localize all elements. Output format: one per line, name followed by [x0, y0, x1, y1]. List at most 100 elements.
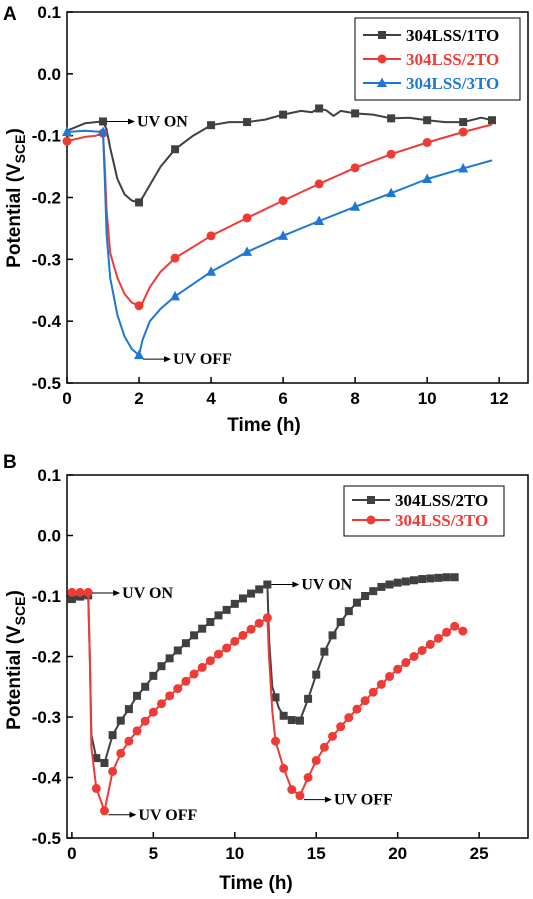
data-point [417, 645, 427, 655]
y-tick-label: -0.2 [32, 648, 61, 667]
y-tick-label: -0.1 [32, 587, 61, 606]
legend-entry-label: 304LSS/1TO [406, 26, 499, 45]
data-point [124, 736, 134, 746]
data-point [425, 639, 435, 649]
x-axis-label-b: Time (h) [219, 873, 293, 894]
annotation-label: UV OFF [173, 351, 232, 368]
data-point [198, 624, 207, 633]
data-point [108, 766, 118, 776]
data-point [230, 636, 240, 646]
data-point [328, 731, 338, 741]
data-point [442, 627, 452, 637]
data-point [422, 137, 432, 147]
data-point [458, 626, 468, 636]
annotation-arrowhead [324, 796, 332, 803]
chart-panel-a: A 0 2 4 6 8 10 12 0.1 0.0 -0.1 -0.2 -0.3 -0.4 -0.5 UV… [3, 3, 529, 436]
data-point [157, 662, 166, 671]
data-point [352, 598, 361, 607]
x-tick-label: 10 [418, 389, 437, 408]
x-tick-label: 15 [307, 844, 326, 863]
data-point [287, 716, 296, 725]
legend-entry-label: 304LSS/3TO [395, 511, 488, 530]
data-point [67, 587, 77, 597]
data-point [242, 246, 253, 256]
data-point [165, 654, 174, 663]
data-point [134, 349, 145, 360]
data-point [304, 694, 313, 703]
x-tick-label: 6 [278, 389, 287, 408]
y-tick-label: -0.3 [32, 250, 61, 269]
data-point [173, 684, 183, 694]
annotation-label: UV ON [122, 585, 173, 602]
data-point [238, 594, 247, 603]
data-point [173, 646, 182, 655]
annotation-arrowhead [113, 589, 121, 596]
data-point [409, 652, 419, 661]
data-point [100, 758, 109, 767]
data-point [433, 633, 443, 643]
x-tick-label: 25 [470, 844, 489, 863]
data-point [149, 671, 158, 680]
data-point [246, 624, 256, 634]
data-point [442, 573, 451, 582]
series-304lss2to [62, 123, 493, 311]
legend-box-b [343, 485, 505, 537]
data-point [91, 783, 101, 793]
data-point [170, 253, 180, 263]
x-axis-label-a: Time (h) [227, 415, 301, 436]
data-point [361, 592, 370, 600]
panel-label-a: A [3, 4, 17, 25]
legend-swatch-marker [367, 496, 375, 504]
y-tick-label: 0.0 [37, 527, 61, 546]
data-point [205, 656, 215, 666]
data-point [459, 118, 468, 127]
series-group-b [67, 573, 468, 816]
legend-swatch-marker [377, 77, 387, 87]
axis-ticks-a: 0 2 4 6 8 10 12 0.1 0.0 -0.1 -0.2 -0.3 -0.4 -0.5 [32, 3, 509, 408]
data-point [140, 716, 150, 726]
legend-entry-label: 304LSS/3TO [406, 74, 499, 93]
data-point [67, 595, 76, 604]
data-point [254, 618, 264, 628]
chart-panel-b: B 0 5 10 15 20 25 0.1 0.0 -0.1 -0.2 -0.3 -0.4 -0.5 U… [3, 452, 529, 894]
y-tick-label: 0.0 [37, 65, 61, 84]
annotation-label: UV OFF [334, 792, 393, 809]
y-axis-label-b: Potential (VSCE) [4, 590, 28, 730]
legend-entry-label: 304LSS/2TO [406, 50, 499, 69]
data-point [287, 785, 297, 795]
data-point [418, 575, 427, 584]
data-point [206, 231, 216, 241]
data-point [319, 742, 329, 752]
data-point [62, 126, 72, 136]
legend-swatch-marker [366, 515, 376, 525]
annotation-arrowhead [129, 811, 137, 818]
data-point [344, 713, 354, 723]
x-tick-label: 20 [388, 844, 407, 863]
data-point [207, 121, 216, 130]
data-point [385, 580, 394, 589]
data-point [271, 736, 281, 746]
data-point [320, 647, 329, 656]
x-tick-label: 4 [206, 389, 216, 408]
data-point [165, 691, 175, 701]
y-tick-label: 0.1 [37, 466, 61, 485]
data-point [92, 754, 101, 763]
data-point [409, 576, 418, 585]
data-point [360, 696, 370, 706]
data-point [132, 726, 142, 736]
annotations-b: UV ON UV OFF UV ON UV OFF [92, 577, 393, 824]
data-point [75, 587, 85, 597]
data-point [135, 198, 144, 207]
x-tick-label: 10 [225, 844, 244, 863]
data-point [315, 104, 324, 113]
series-line [66, 107, 493, 204]
data-point [386, 187, 397, 198]
series-304lss3to [62, 126, 493, 360]
data-point [279, 110, 288, 119]
data-point [303, 773, 313, 782]
data-point [206, 618, 215, 627]
data-point [141, 682, 150, 691]
y-tick-label: -0.4 [32, 769, 62, 788]
data-point [148, 707, 158, 717]
